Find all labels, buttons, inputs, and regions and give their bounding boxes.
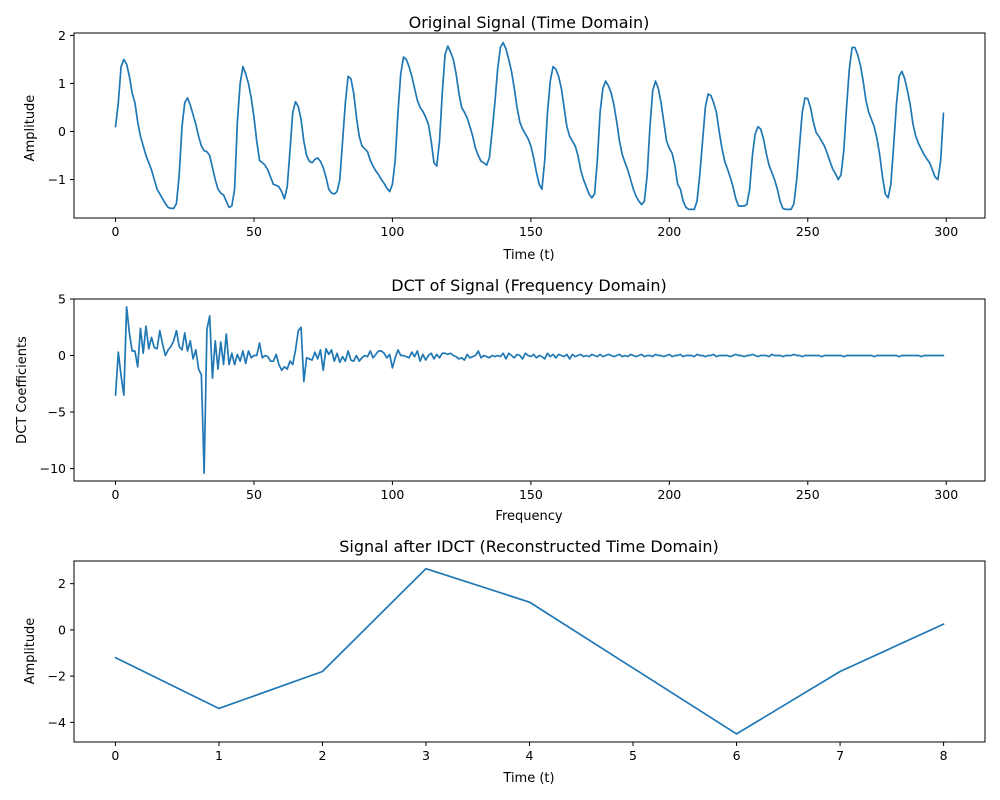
reconstructed-line — [114, 567, 945, 735]
x-tick-label: 4 — [526, 748, 534, 763]
plot-title: DCT of Signal (Frequency Domain) — [391, 276, 666, 295]
x-tick-label: 3 — [422, 748, 430, 763]
x-axis-label: Time (t) — [502, 771, 554, 786]
x-tick-label: 100 — [381, 224, 405, 239]
x-tick-label: 7 — [836, 748, 844, 763]
x-tick-label: 5 — [629, 748, 637, 763]
x-tick-label: 250 — [796, 224, 820, 239]
x-axis-label: Time (t) — [502, 248, 554, 263]
x-tick-label: 0 — [112, 224, 120, 239]
x-tick-label: 0 — [112, 487, 120, 502]
x-axis: 0 1 2 3 4 5 6 7 8 — [111, 742, 948, 763]
y-tick-label: 0 — [58, 622, 66, 637]
dct-line — [114, 306, 945, 474]
x-tick-label: 8 — [940, 748, 948, 763]
y-tick-label: 2 — [58, 28, 66, 43]
x-tick-label: 200 — [657, 224, 681, 239]
y-tick-label: 0 — [58, 348, 66, 363]
y-axis: −1 0 1 2 — [48, 28, 74, 187]
plot-dct: DCT of Signal (Frequency Domain) −10 −5 0 5… — [15, 276, 986, 524]
y-axis-label: Amplitude — [23, 618, 38, 685]
x-axis-label: Frequency — [495, 509, 562, 524]
x-tick-label: 50 — [246, 224, 262, 239]
x-tick-label: 2 — [318, 748, 326, 763]
y-tick-label: −2 — [48, 669, 66, 684]
plot-title: Original Signal (Time Domain) — [409, 13, 650, 32]
x-tick-label: 100 — [381, 487, 405, 502]
y-tick-label: 5 — [58, 292, 66, 307]
y-axis-label: DCT Coefficients — [15, 336, 30, 444]
x-tick-label: 0 — [111, 748, 119, 763]
x-axis: 0 50 100 150 200 250 300 — [112, 218, 958, 239]
y-axis: −10 −5 0 5 — [40, 292, 74, 476]
x-tick-label: 200 — [657, 487, 681, 502]
y-tick-label: 0 — [58, 124, 66, 139]
x-tick-label: 50 — [246, 487, 262, 502]
x-tick-label: 150 — [519, 487, 543, 502]
y-tick-label: 1 — [58, 76, 66, 91]
y-axis-label: Amplitude — [23, 95, 38, 162]
x-axis: 0 50 100 150 200 250 300 — [112, 481, 958, 502]
y-tick-label: −10 — [40, 461, 66, 476]
x-tick-label: 150 — [519, 224, 543, 239]
x-tick-label: 6 — [733, 748, 741, 763]
plot-original-signal: Original Signal (Time Domain) −1 0 1 2 0 50 1… — [23, 13, 986, 263]
plot-frame — [73, 32, 986, 219]
plot-frame — [73, 298, 986, 482]
plot-reconstructed: Signal after IDCT (Reconstructed Time Do… — [23, 537, 986, 786]
x-tick-label: 250 — [796, 487, 820, 502]
plot-title: Signal after IDCT (Reconstructed Time Do… — [339, 537, 719, 556]
plot-frame — [73, 560, 986, 743]
x-tick-label: 300 — [934, 224, 958, 239]
x-tick-label: 300 — [934, 487, 958, 502]
x-tick-label: 1 — [215, 748, 223, 763]
y-tick-label: 2 — [58, 576, 66, 591]
y-tick-label: −4 — [48, 715, 66, 730]
y-axis: −4 −2 0 2 — [48, 576, 74, 730]
y-tick-label: −1 — [48, 172, 66, 187]
signal-line — [114, 41, 945, 211]
y-tick-label: −5 — [48, 405, 66, 420]
